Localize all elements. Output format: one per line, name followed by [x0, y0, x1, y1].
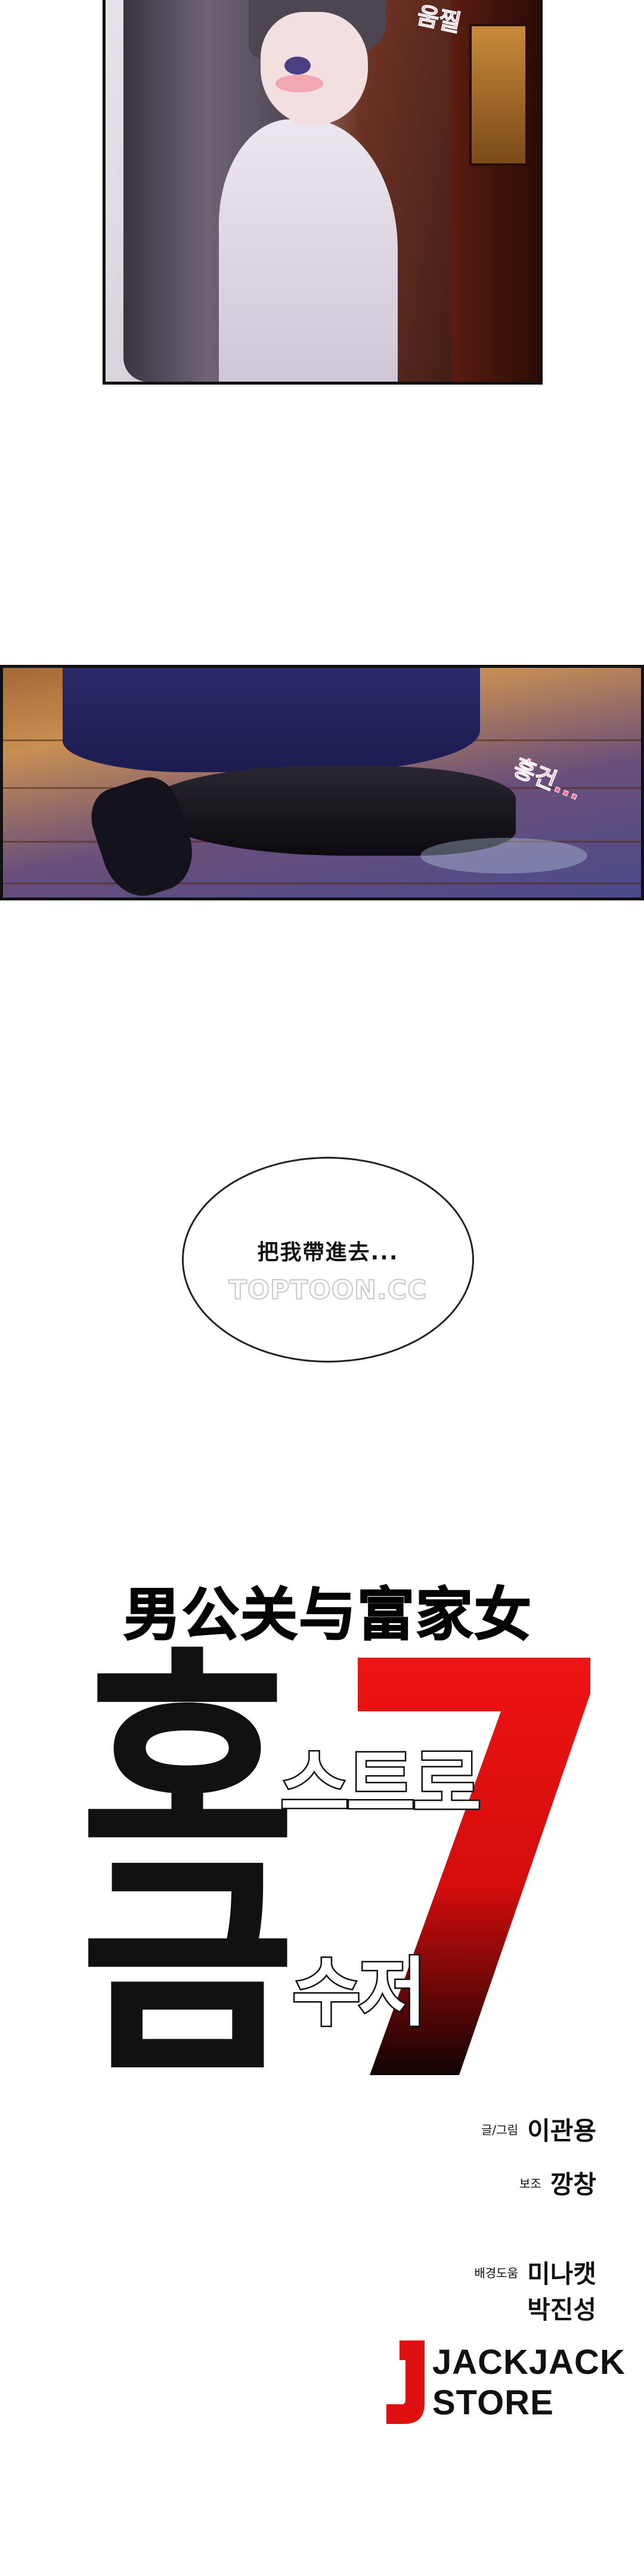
puddle — [420, 838, 587, 874]
credit-background-2: 박진성 — [527, 2295, 596, 2324]
credit-name: 미나캣 — [527, 2259, 596, 2289]
floor-line — [3, 883, 641, 884]
credit-label: 배경도움 — [474, 2266, 518, 2280]
character-face — [261, 12, 368, 125]
logo-text-line1: JACKJACK — [432, 2343, 626, 2382]
credit-background: 배경도움 미나캣 — [474, 2254, 596, 2290]
title-korean-big-1: 호 — [80, 1627, 295, 1891]
logo-j-icon — [386, 2340, 425, 2424]
door-window — [469, 24, 528, 166]
credit-label: 보조 — [519, 2176, 541, 2191]
speech-text: 把我帶進去... — [257, 1240, 399, 1265]
credit-label: 글/그림 — [481, 2123, 518, 2137]
credit-name: 깡창 — [550, 2170, 596, 2199]
comic-panel-middle — [0, 665, 644, 900]
character-sweater — [219, 119, 398, 382]
watermark: TOPTOON.CC — [228, 1274, 428, 1306]
title-korean-sub-2: 수저 — [291, 1950, 429, 2036]
character-blush — [275, 75, 323, 92]
credit-name: 이관용 — [527, 2116, 596, 2145]
logo-text-line2: STORE — [432, 2383, 554, 2422]
credit-writer: 글/그림 이관용 — [481, 2111, 596, 2147]
series-title-chinese: 男公关与富家女 — [123, 1580, 532, 1649]
credit-assistant: 보조 깡창 — [519, 2165, 596, 2201]
character-skirt — [63, 668, 480, 772]
speech-bubble: 把我帶進去... TOPTOON.CC — [182, 1157, 474, 1363]
character-leg — [146, 766, 516, 856]
title-korean-sub-1: 스트로 — [279, 1741, 483, 1828]
title-number-seven — [358, 1658, 590, 2075]
title-korean-big-2: 금 — [80, 1835, 295, 2100]
comic-panel-top — [103, 0, 543, 385]
publisher-logo: JACKJACK STORE — [382, 2337, 625, 2427]
character-eye — [284, 57, 311, 75]
